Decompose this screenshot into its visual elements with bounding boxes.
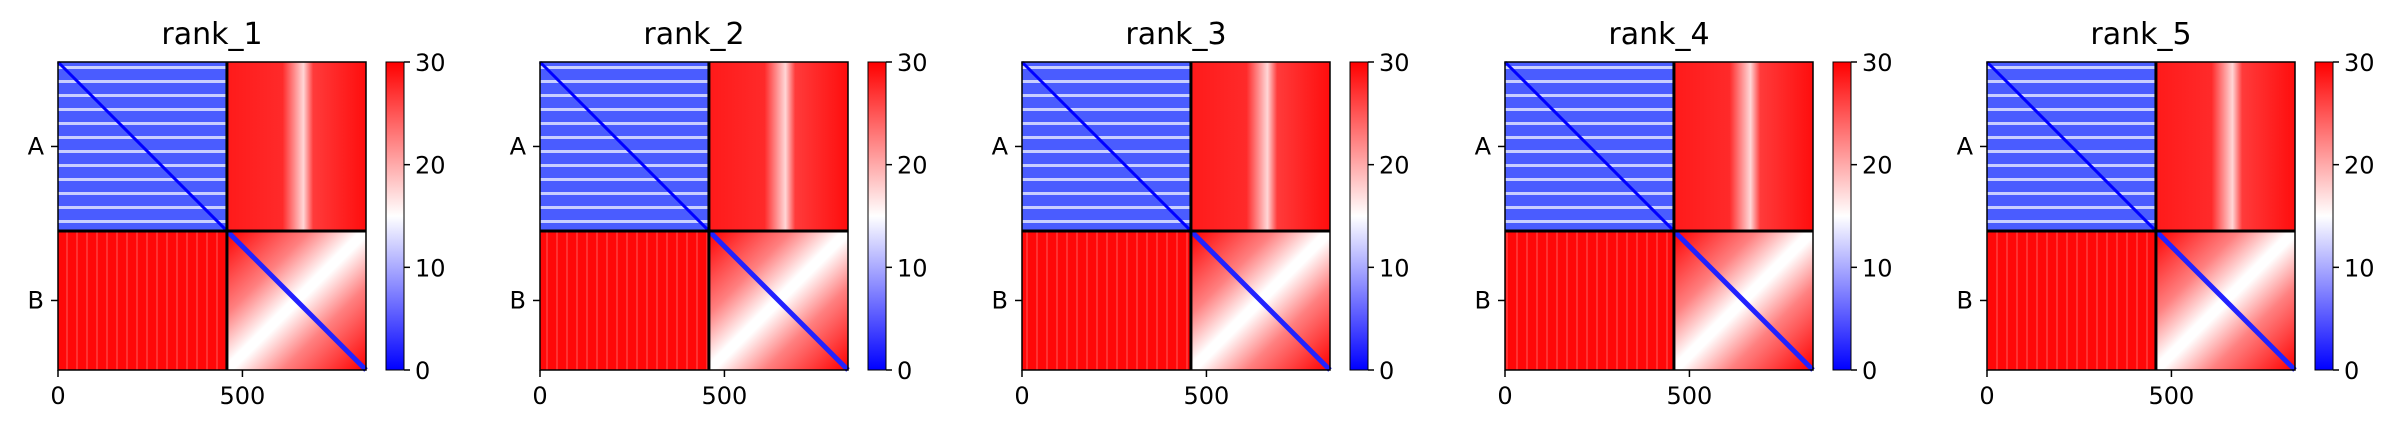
y-tick-label: B xyxy=(992,286,1008,314)
diagonal-a xyxy=(538,60,710,232)
heatmap-frame xyxy=(539,61,849,371)
colorbar-tick-label: 0 xyxy=(897,357,912,385)
y-tick-label: B xyxy=(1957,286,1973,314)
colorbar-tick-label: 10 xyxy=(897,254,928,282)
panel-title: rank_4 xyxy=(1608,17,1709,52)
x-tick-label: 500 xyxy=(220,382,266,410)
x-tick-label: 0 xyxy=(532,382,547,410)
colorbar-gradient xyxy=(2314,61,2334,371)
colorbar: 0 10 20 30 xyxy=(385,49,446,385)
block-a-b xyxy=(226,62,366,231)
heatmap-panel-5: rank_5 A B 0 500 0 10 20 30 xyxy=(1957,17,2375,410)
block-a-b xyxy=(708,62,848,231)
diagonal-b xyxy=(225,229,368,372)
panel-title: rank_3 xyxy=(1125,17,1226,52)
colorbar-tick-label: 10 xyxy=(1379,254,1410,282)
colorbar-tick-label: 30 xyxy=(897,49,928,77)
heatmap-panel-4: rank_4 A B 0 500 0 10 20 30 xyxy=(1475,17,1893,410)
diagonal-a xyxy=(1503,60,1675,232)
x-tick-label: 0 xyxy=(1979,382,1994,410)
diagonal-b xyxy=(1189,229,1332,372)
colorbar: 0 10 20 30 xyxy=(867,49,928,385)
colorbar-gradient xyxy=(385,61,405,371)
colorbar-tick-label: 0 xyxy=(1379,357,1394,385)
heatmap-panel-2: rank_2 A B 0 500 0 10 20 30 xyxy=(510,17,928,410)
block-b-a xyxy=(1022,230,1191,370)
block-b-a xyxy=(1505,230,1674,370)
diagonal-a xyxy=(1020,60,1192,232)
y-tick-label: B xyxy=(28,286,44,314)
colorbar-tick-label: 20 xyxy=(897,152,928,180)
heatmap-frame xyxy=(1021,61,1331,371)
x-tick-label: 0 xyxy=(1497,382,1512,410)
colorbar-tick-label: 20 xyxy=(415,152,446,180)
colorbar-tick-label: 20 xyxy=(2344,152,2375,180)
colorbar-gradient xyxy=(1349,61,1369,371)
colorbar-tick-label: 20 xyxy=(1379,152,1410,180)
panel-title: rank_2 xyxy=(643,17,744,52)
diagonal-a xyxy=(56,60,228,232)
block-a-b xyxy=(2155,62,2295,231)
colorbar-tick-label: 0 xyxy=(1862,357,1877,385)
x-tick-label: 500 xyxy=(2149,382,2195,410)
heatmap-panel-1: rank_1 A B 0 500 0 10 20 30 xyxy=(28,17,446,410)
diagonal-b xyxy=(2154,229,2297,372)
colorbar-gradient xyxy=(867,61,887,371)
y-tick-label: A xyxy=(1957,132,1974,160)
y-tick-label: B xyxy=(1475,286,1491,314)
heatmap-frame xyxy=(1986,61,2296,371)
colorbar-tick-label: 0 xyxy=(2344,357,2359,385)
block-a-b xyxy=(1190,62,1330,231)
colorbar-tick-label: 10 xyxy=(2344,254,2375,282)
y-tick-label: A xyxy=(28,132,45,160)
heatmap-frame xyxy=(57,61,367,371)
heatmap-frame xyxy=(1504,61,1814,371)
x-tick-label: 500 xyxy=(702,382,748,410)
block-b-a xyxy=(1987,230,2156,370)
x-tick-label: 0 xyxy=(50,382,65,410)
colorbar-tick-label: 30 xyxy=(415,49,446,77)
colorbar-tick-label: 30 xyxy=(1862,49,1893,77)
x-tick-label: 0 xyxy=(1014,382,1029,410)
colorbar-tick-label: 30 xyxy=(1379,49,1410,77)
panel-title: rank_5 xyxy=(2090,17,2191,52)
y-tick-label: A xyxy=(1475,132,1492,160)
block-b-a xyxy=(58,230,227,370)
colorbar-tick-label: 10 xyxy=(415,254,446,282)
colorbar-tick-label: 0 xyxy=(415,357,430,385)
diagonal-b xyxy=(707,229,850,372)
colorbar: 0 10 20 30 xyxy=(1832,49,1893,385)
diagonal-b xyxy=(1672,229,1815,372)
x-tick-label: 500 xyxy=(1184,382,1230,410)
colorbar: 0 10 20 30 xyxy=(1349,49,1410,385)
diagonal-a xyxy=(1985,60,2157,232)
heatmap-panel-3: rank_3 A B 0 500 0 10 20 30 xyxy=(992,17,1410,410)
block-a-b xyxy=(1673,62,1813,231)
y-tick-label: A xyxy=(510,132,527,160)
panel-title: rank_1 xyxy=(161,17,262,52)
colorbar-tick-label: 30 xyxy=(2344,49,2375,77)
y-tick-label: A xyxy=(992,132,1009,160)
y-tick-label: B xyxy=(510,286,526,314)
colorbar-tick-label: 20 xyxy=(1862,152,1893,180)
block-b-a xyxy=(540,230,709,370)
colorbar: 0 10 20 30 xyxy=(2314,49,2375,385)
colorbar-tick-label: 10 xyxy=(1862,254,1893,282)
x-tick-label: 500 xyxy=(1667,382,1713,410)
colorbar-gradient xyxy=(1832,61,1852,371)
